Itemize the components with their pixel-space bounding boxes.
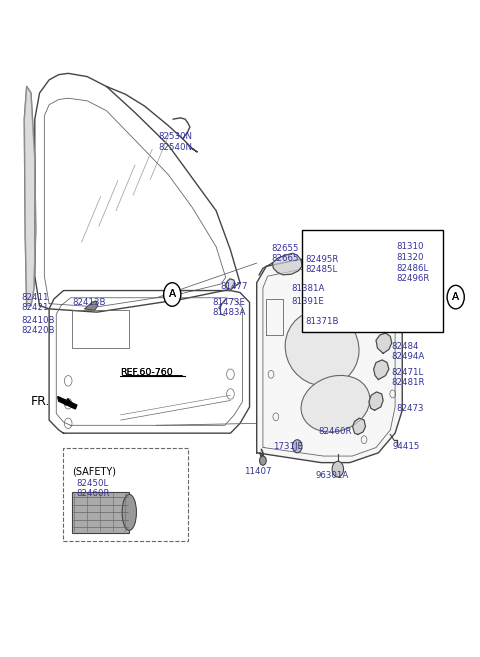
Text: 82655
82665: 82655 82665 bbox=[271, 244, 299, 263]
Text: 82484
82494A: 82484 82494A bbox=[392, 342, 425, 361]
Polygon shape bbox=[85, 301, 98, 310]
Text: 81477: 81477 bbox=[220, 282, 248, 291]
Circle shape bbox=[332, 461, 344, 477]
Polygon shape bbox=[257, 256, 402, 463]
Text: REF.60-760: REF.60-760 bbox=[120, 369, 172, 378]
Text: 81473E
81483A: 81473E 81483A bbox=[212, 298, 246, 317]
Text: 82413B: 82413B bbox=[72, 298, 106, 307]
Circle shape bbox=[447, 285, 464, 309]
Text: A: A bbox=[452, 292, 459, 302]
Polygon shape bbox=[413, 263, 437, 290]
Bar bbox=[72, 310, 129, 348]
Text: 11407: 11407 bbox=[244, 466, 271, 476]
Text: 81371B: 81371B bbox=[306, 317, 339, 327]
Circle shape bbox=[164, 283, 181, 306]
Polygon shape bbox=[353, 418, 365, 434]
Polygon shape bbox=[376, 333, 392, 353]
Circle shape bbox=[292, 440, 302, 453]
Text: 82495R
82485L: 82495R 82485L bbox=[306, 255, 339, 274]
Polygon shape bbox=[373, 360, 389, 380]
Polygon shape bbox=[369, 392, 383, 410]
Text: (SAFETY): (SAFETY) bbox=[72, 466, 116, 476]
Bar bbox=[72, 492, 129, 533]
Polygon shape bbox=[58, 397, 77, 409]
Ellipse shape bbox=[301, 375, 370, 432]
Text: 81310
81320: 81310 81320 bbox=[396, 242, 424, 261]
Text: A: A bbox=[168, 290, 176, 300]
Bar bbox=[302, 231, 443, 332]
Text: 82411
82421: 82411 82421 bbox=[22, 292, 49, 312]
Polygon shape bbox=[273, 253, 302, 275]
Text: 82460R: 82460R bbox=[319, 427, 352, 436]
Text: 82530N
82540N: 82530N 82540N bbox=[159, 132, 193, 152]
Text: 82410B
82420B: 82410B 82420B bbox=[22, 315, 55, 335]
Text: A: A bbox=[168, 290, 176, 300]
Text: 81381A: 81381A bbox=[291, 284, 325, 293]
Ellipse shape bbox=[285, 310, 359, 386]
Polygon shape bbox=[226, 279, 235, 290]
Text: FR.: FR. bbox=[31, 396, 50, 408]
Text: A: A bbox=[452, 292, 459, 302]
Polygon shape bbox=[311, 256, 324, 271]
Text: 82486L
82496R: 82486L 82496R bbox=[396, 264, 430, 283]
Text: 94415: 94415 bbox=[393, 442, 420, 451]
Text: 1731JE: 1731JE bbox=[274, 442, 303, 451]
Text: REF.60-760: REF.60-760 bbox=[120, 369, 172, 378]
Circle shape bbox=[260, 456, 266, 465]
Text: 82450L
82460R: 82450L 82460R bbox=[77, 479, 110, 499]
Polygon shape bbox=[24, 87, 36, 306]
Text: 82471L
82481R: 82471L 82481R bbox=[392, 368, 425, 387]
Text: 81391E: 81391E bbox=[291, 296, 324, 306]
Text: 82473: 82473 bbox=[396, 404, 424, 413]
Bar bbox=[63, 448, 188, 541]
Ellipse shape bbox=[122, 494, 136, 530]
Text: 96301A: 96301A bbox=[315, 471, 348, 480]
